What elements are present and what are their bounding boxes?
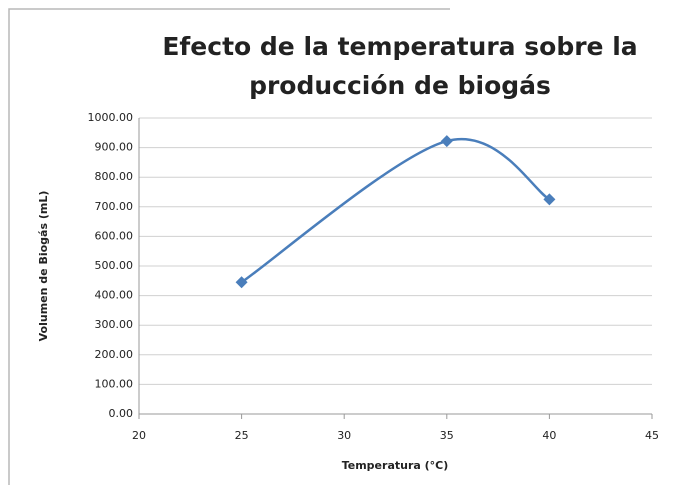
chart-frame [8, 8, 450, 485]
y-tick-label: 800.00 [95, 170, 134, 183]
x-axis-title: Temperatura (°C) [342, 459, 449, 472]
y-tick-label: 100.00 [95, 377, 134, 390]
y-axis-title: Volumen de Biogás (mL) [37, 191, 50, 342]
y-tick-label: 600.00 [95, 229, 134, 242]
series-line [240, 137, 551, 284]
x-tick-label: 45 [645, 429, 659, 442]
y-tick-label: 700.00 [95, 200, 134, 213]
x-tick-label: 25 [235, 429, 249, 442]
y-tick-label: 0.00 [109, 407, 134, 420]
chart-title: producción de biogás [249, 71, 551, 100]
x-tick-label: 30 [337, 429, 351, 442]
data-point [543, 193, 556, 206]
data-point [235, 276, 248, 289]
chart-title: Efecto de la temperatura sobre la [162, 32, 637, 61]
y-tick-label: 400.00 [95, 289, 134, 302]
data-point [440, 135, 453, 148]
y-tick-label: 900.00 [95, 141, 134, 154]
y-tick-label: 1000.00 [88, 111, 134, 124]
x-tick-label: 40 [542, 429, 556, 442]
x-tick-label: 35 [440, 429, 454, 442]
y-tick-label: 300.00 [95, 318, 134, 331]
y-tick-label: 200.00 [95, 348, 134, 361]
y-tick-label: 500.00 [95, 259, 134, 272]
x-tick-label: 20 [132, 429, 146, 442]
